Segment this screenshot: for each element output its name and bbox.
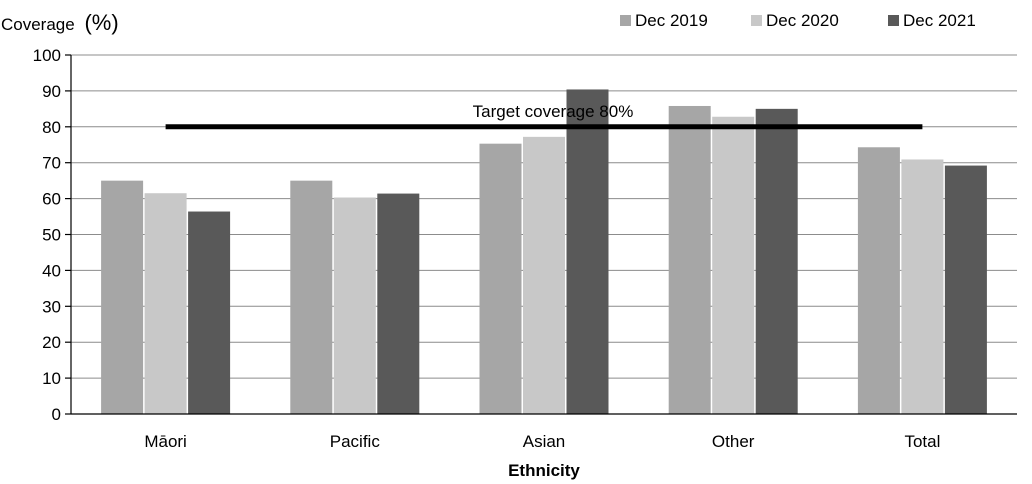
bar [377,193,420,414]
bar [668,105,711,414]
y-axis-title: Coverage (%) [1,10,119,35]
bar [290,180,333,414]
bar [712,116,755,415]
x-ticks: Māori Pacific Asian Other Total [144,432,940,451]
legend-swatch [751,15,762,26]
bar [566,89,609,415]
bar [755,108,798,414]
bar [944,165,987,414]
bar [333,197,376,414]
x-axis-title: Ethnicity [508,461,580,480]
target-line-group: Target coverage 80% [165,102,923,130]
bar [144,193,187,414]
x-tick-label: Asian [523,432,566,451]
y-axis-title-unit: (%) [84,10,118,35]
bars [101,89,987,415]
x-tick-label: Pacific [330,432,381,451]
legend-swatch [888,15,899,26]
bar [101,180,144,414]
y-ticks: 0 10 20 30 40 50 60 70 80 90 100 [33,46,71,424]
x-tick-label: Total [904,432,940,451]
bar [901,159,944,414]
legend-label: Dec 2021 [903,11,976,30]
y-tick-label: 40 [42,261,61,280]
legend-swatch [620,15,631,26]
y-tick-label: 100 [33,46,61,65]
y-tick-label: 30 [42,297,61,316]
y-tick-label: 10 [42,369,61,388]
y-tick-label: 20 [42,333,61,352]
legend-label: Dec 2020 [766,11,839,30]
bar [188,211,231,414]
target-label: Target coverage 80% [473,102,634,121]
y-tick-label: 90 [42,82,61,101]
y-tick-label: 60 [42,190,61,209]
x-tick-label: Other [712,432,755,451]
legend: Dec 2019 Dec 2020 Dec 2021 [620,11,976,30]
y-tick-label: 80 [42,118,61,137]
bar [523,136,565,415]
y-axis-title-text: Coverage [1,15,75,34]
bar [857,147,900,414]
x-tick-label: Māori [144,432,187,451]
y-tick-label: 50 [42,226,61,245]
legend-label: Dec 2019 [635,11,708,30]
y-tick-label: 0 [52,405,61,424]
y-tick-label: 70 [42,154,61,173]
bar [479,143,522,414]
